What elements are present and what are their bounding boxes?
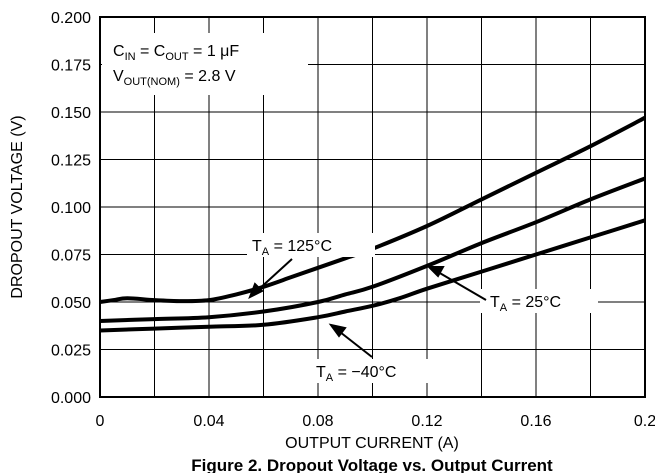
y-tick-label: 0.050 bbox=[51, 295, 91, 312]
series-line-tm40 bbox=[99, 218, 646, 333]
x-axis-title: OUTPUT CURRENT (A) bbox=[285, 435, 459, 452]
x-tick-label: 0.2 bbox=[634, 413, 655, 430]
arrow-m40-shaft bbox=[339, 331, 373, 358]
y-tick-label: 0.075 bbox=[51, 248, 91, 265]
series-line-t25 bbox=[99, 176, 646, 323]
label-bg-125 bbox=[247, 233, 375, 257]
x-tick-label: 0.12 bbox=[411, 413, 442, 430]
plot-frame bbox=[99, 16, 646, 398]
label-t25: TA = 25°C bbox=[490, 294, 561, 314]
x-tick-label: 0.16 bbox=[520, 413, 551, 430]
x-tick-label: 0.04 bbox=[193, 413, 224, 430]
y-tick-label: 0.150 bbox=[51, 105, 91, 122]
conditions-box bbox=[102, 33, 308, 95]
series-line-t125 bbox=[99, 115, 646, 304]
conditions-line-2: VOUT(NOM) = 2.8 V bbox=[113, 68, 236, 88]
arrow-125-head bbox=[248, 282, 264, 300]
label-tm40: TA = −40°C bbox=[316, 364, 396, 384]
y-tick-label: 0.025 bbox=[51, 343, 91, 360]
y-tick-label: 0.100 bbox=[51, 200, 91, 217]
y-axis-title: DROPOUT VOLTAGE (V) bbox=[9, 115, 26, 298]
label-t125: TA = 125°C bbox=[252, 238, 332, 258]
arrow-25-head bbox=[426, 266, 445, 278]
arrow-125-shaft bbox=[257, 258, 293, 291]
y-tick-label: 0.000 bbox=[51, 390, 91, 407]
label-bg-25 bbox=[480, 289, 598, 313]
y-tick-label: 0.200 bbox=[51, 10, 91, 27]
label-bg-m40 bbox=[306, 359, 436, 383]
label-arrows bbox=[248, 258, 487, 358]
tick-labels: 0 0.04 0.08 0.12 0.16 0.2 0.000 0.025 0.050 0.075… bbox=[51, 10, 655, 430]
series-group bbox=[99, 115, 646, 333]
y-tick-label: 0.125 bbox=[51, 153, 91, 170]
x-tick-label: 0.08 bbox=[302, 413, 333, 430]
arrow-m40-head bbox=[328, 323, 347, 338]
y-tick-label: 0.175 bbox=[51, 58, 91, 75]
x-tick-label: 0 bbox=[96, 413, 105, 430]
figure-caption: Figure 2. Dropout Voltage vs. Output Cur… bbox=[191, 456, 553, 473]
conditions-line-1: CIN = COUT = 1 μF bbox=[113, 43, 239, 63]
arrow-25-shaft bbox=[437, 271, 487, 301]
